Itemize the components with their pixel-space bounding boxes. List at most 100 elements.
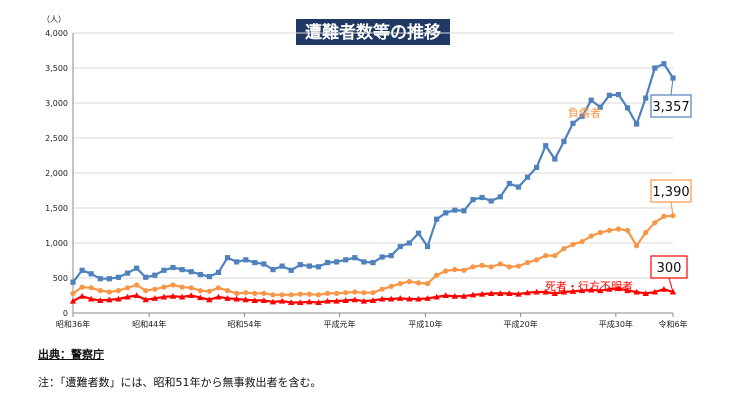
- data-point: [524, 174, 531, 180]
- data-point: [488, 264, 494, 270]
- data-point: [206, 288, 212, 294]
- data-point: [487, 290, 495, 296]
- data-point: [143, 274, 149, 280]
- data-point: [470, 264, 476, 270]
- data-point: [406, 295, 413, 302]
- data-point: [97, 288, 103, 294]
- x-tick-label: 昭和54年: [227, 319, 261, 329]
- data-point: [533, 288, 540, 295]
- data-point: [260, 297, 268, 303]
- data-point: [269, 298, 277, 305]
- note-text: 注：「遭難者数」には、昭和51年から無事救出者を含む。: [38, 376, 322, 389]
- data-point: [197, 288, 203, 294]
- data-point: [597, 287, 604, 294]
- data-point: [397, 295, 404, 301]
- data-point: [388, 283, 394, 289]
- data-point: [124, 293, 131, 300]
- data-point: [215, 293, 222, 300]
- chart: 遭難者数等の推移 （人） 0 500 1,000 1,500 2,000 2,500 3,0…: [42, 15, 692, 329]
- callout-leader: [670, 201, 674, 216]
- data-point: [560, 288, 568, 295]
- data-point: [552, 156, 558, 162]
- data-point: [415, 230, 422, 236]
- data-point: [297, 299, 304, 306]
- data-point: [352, 255, 358, 261]
- data-point: [369, 297, 377, 303]
- data-point: [651, 288, 659, 295]
- series-name-label: 死者・行方不明者: [545, 279, 633, 293]
- data-point: [406, 240, 412, 246]
- data-point: [224, 255, 231, 261]
- data-point: [79, 267, 85, 273]
- data-point: [624, 287, 631, 294]
- data-point: [434, 272, 440, 278]
- callout-box: [650, 255, 688, 279]
- data-point: [570, 241, 576, 247]
- data-point: [597, 104, 603, 110]
- data-point: [479, 194, 485, 201]
- callout-value: 300: [657, 261, 682, 276]
- callout-value: 1,390: [652, 185, 689, 200]
- data-point: [288, 267, 294, 273]
- series-layer: [69, 61, 677, 306]
- data-point: [124, 285, 131, 291]
- y-tick-label: 500: [53, 274, 68, 283]
- data-point: [315, 299, 322, 306]
- callout-box: [650, 94, 692, 118]
- data-point: [133, 292, 140, 299]
- data-point: [170, 282, 176, 288]
- x-tick-label: 平成元年: [324, 319, 356, 329]
- data-point: [188, 285, 194, 291]
- callout-leader: [670, 77, 674, 96]
- data-point: [578, 287, 586, 294]
- data-point: [152, 286, 158, 292]
- data-point: [397, 243, 403, 250]
- data-point: [561, 246, 567, 252]
- data-point: [234, 259, 240, 265]
- data-point: [343, 257, 349, 263]
- data-point: [579, 239, 585, 245]
- data-point: [161, 284, 167, 290]
- x-tick-label: 昭和44年: [132, 319, 166, 329]
- x-tick-label: 令和6年: [658, 319, 687, 329]
- data-point: [643, 95, 649, 101]
- data-point: [297, 291, 303, 297]
- data-point: [134, 265, 140, 271]
- data-point: [87, 295, 95, 302]
- data-point: [334, 259, 340, 265]
- data-point: [415, 280, 422, 286]
- data-point: [452, 207, 458, 213]
- data-point: [434, 216, 440, 222]
- data-point: [324, 290, 331, 296]
- data-point: [634, 121, 640, 127]
- data-point: [469, 291, 477, 298]
- data-point: [443, 210, 449, 216]
- data-point: [388, 253, 394, 259]
- data-point: [360, 297, 368, 304]
- source-text: 出典：警察庁: [38, 348, 104, 361]
- data-point: [424, 243, 431, 250]
- y-axis-ticks: 0 500 1,000 1,500 2,000 2,500 3,000 3,500 4,000: [45, 29, 68, 318]
- data-point: [569, 288, 577, 294]
- data-point: [597, 229, 603, 236]
- data-point: [479, 262, 485, 268]
- data-point: [497, 194, 503, 200]
- data-point: [178, 293, 186, 300]
- data-point: [306, 291, 312, 297]
- data-point: [624, 227, 631, 233]
- data-point: [606, 286, 613, 292]
- data-point: [343, 290, 349, 296]
- data-point: [543, 253, 549, 259]
- data-point: [587, 286, 595, 293]
- data-point: [424, 295, 431, 301]
- data-point: [524, 289, 531, 296]
- data-point: [515, 290, 522, 297]
- data-point: [270, 292, 276, 298]
- data-point: [406, 278, 412, 285]
- x-tick-label: 平成30年: [599, 319, 633, 329]
- y-tick-label: 3,000: [45, 99, 68, 108]
- data-point: [106, 276, 112, 282]
- data-point: [452, 267, 458, 273]
- data-point: [588, 233, 594, 239]
